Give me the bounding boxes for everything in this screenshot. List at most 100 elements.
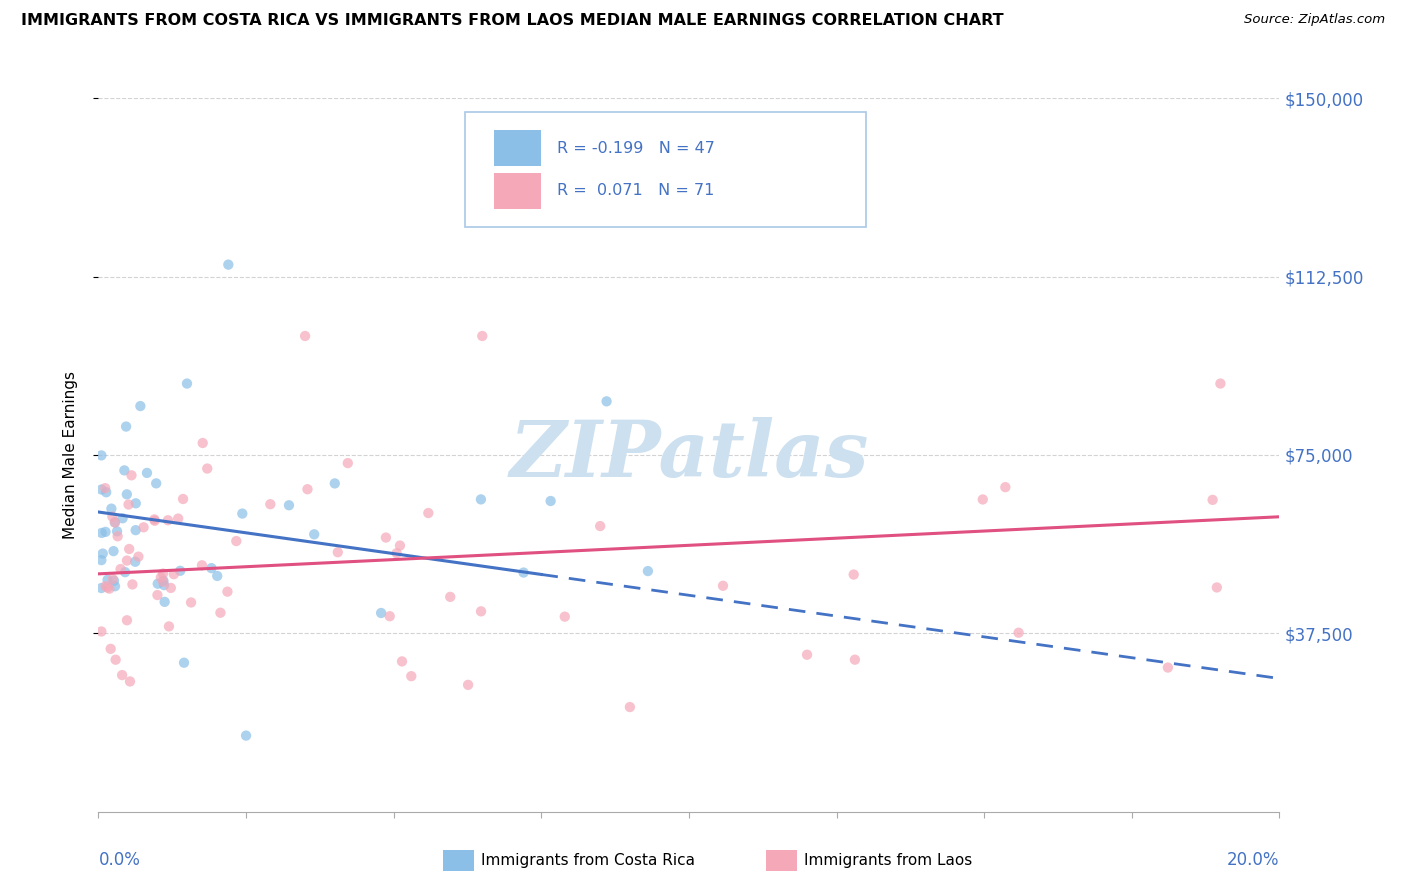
Point xyxy=(104,579,127,593)
Point xyxy=(297,482,319,496)
Point xyxy=(96,485,118,500)
Point xyxy=(143,514,166,528)
Point xyxy=(90,525,112,540)
Point xyxy=(278,498,301,512)
Point xyxy=(115,419,138,434)
Point xyxy=(96,581,118,595)
Point xyxy=(112,463,135,477)
Point xyxy=(259,497,281,511)
Point xyxy=(124,555,146,569)
Point xyxy=(115,487,138,501)
Point xyxy=(1209,376,1232,391)
Point xyxy=(118,674,141,689)
Point xyxy=(470,492,492,507)
Point xyxy=(94,524,117,539)
Point xyxy=(103,544,125,558)
Point xyxy=(157,619,180,633)
Point xyxy=(326,545,349,559)
Point xyxy=(121,577,143,591)
Point xyxy=(146,588,169,602)
Point xyxy=(391,654,413,668)
Point xyxy=(90,581,112,595)
Point xyxy=(1157,660,1180,674)
Point xyxy=(200,561,222,575)
Point xyxy=(637,564,659,578)
Point xyxy=(152,566,174,581)
Point xyxy=(159,581,181,595)
Y-axis label: Median Male Earnings: Median Male Earnings xyxy=(63,371,77,539)
Point xyxy=(163,567,186,582)
Point xyxy=(512,566,534,580)
Point xyxy=(374,531,396,545)
Point xyxy=(121,468,143,483)
Text: R = -0.199   N = 47: R = -0.199 N = 47 xyxy=(557,141,714,155)
Point xyxy=(125,496,148,510)
Point xyxy=(217,258,239,272)
Point xyxy=(104,516,127,530)
Point xyxy=(96,573,118,587)
Point xyxy=(152,574,174,589)
Point xyxy=(173,656,195,670)
Point xyxy=(104,516,127,530)
Point xyxy=(127,549,149,564)
Point xyxy=(100,641,122,656)
Point xyxy=(91,547,114,561)
Point xyxy=(195,461,218,475)
Point xyxy=(94,579,117,593)
Point xyxy=(470,604,492,618)
Point xyxy=(129,399,152,413)
Point xyxy=(149,570,172,584)
Point xyxy=(104,653,127,667)
Point xyxy=(209,606,232,620)
Text: 0.0%: 0.0% xyxy=(98,851,141,869)
Point xyxy=(90,553,112,567)
Point xyxy=(191,436,214,450)
Text: IMMIGRANTS FROM COSTA RICA VS IMMIGRANTS FROM LAOS MEDIAN MALE EARNINGS CORRELAT: IMMIGRANTS FROM COSTA RICA VS IMMIGRANTS… xyxy=(21,13,1004,29)
Point xyxy=(418,506,440,520)
Point xyxy=(110,562,132,576)
Point xyxy=(302,527,325,541)
Point xyxy=(796,648,818,662)
Point xyxy=(294,329,316,343)
Point xyxy=(153,595,176,609)
Point xyxy=(225,534,247,549)
Point xyxy=(117,498,139,512)
Point xyxy=(143,512,166,526)
Point xyxy=(101,572,124,586)
Point xyxy=(457,678,479,692)
Point xyxy=(180,595,202,609)
Text: R =  0.071   N = 71: R = 0.071 N = 71 xyxy=(557,184,714,198)
Point xyxy=(378,609,401,624)
Point xyxy=(401,669,423,683)
Point xyxy=(98,582,121,596)
Point xyxy=(101,509,124,524)
Text: 20.0%: 20.0% xyxy=(1227,851,1279,869)
Point xyxy=(90,483,112,497)
Point xyxy=(124,523,146,537)
Point xyxy=(191,558,214,573)
Bar xyxy=(494,130,541,166)
Point xyxy=(842,567,865,582)
Point xyxy=(217,584,239,599)
Point xyxy=(169,564,191,578)
Point xyxy=(156,513,179,527)
Point xyxy=(619,700,641,714)
Point xyxy=(152,574,174,588)
Point xyxy=(994,480,1017,494)
Point xyxy=(439,590,461,604)
FancyBboxPatch shape xyxy=(464,112,866,227)
Point xyxy=(114,565,136,579)
Point xyxy=(105,524,128,539)
Point xyxy=(132,520,155,534)
Text: Source: ZipAtlas.com: Source: ZipAtlas.com xyxy=(1244,13,1385,27)
Point xyxy=(471,329,494,343)
Point xyxy=(153,578,176,592)
Point xyxy=(100,501,122,516)
Point xyxy=(136,466,159,480)
Text: Immigrants from Costa Rica: Immigrants from Costa Rica xyxy=(481,854,695,868)
Point xyxy=(844,653,866,667)
Point xyxy=(90,449,112,463)
Point xyxy=(388,539,411,553)
Point xyxy=(94,481,117,495)
Point xyxy=(111,511,134,525)
